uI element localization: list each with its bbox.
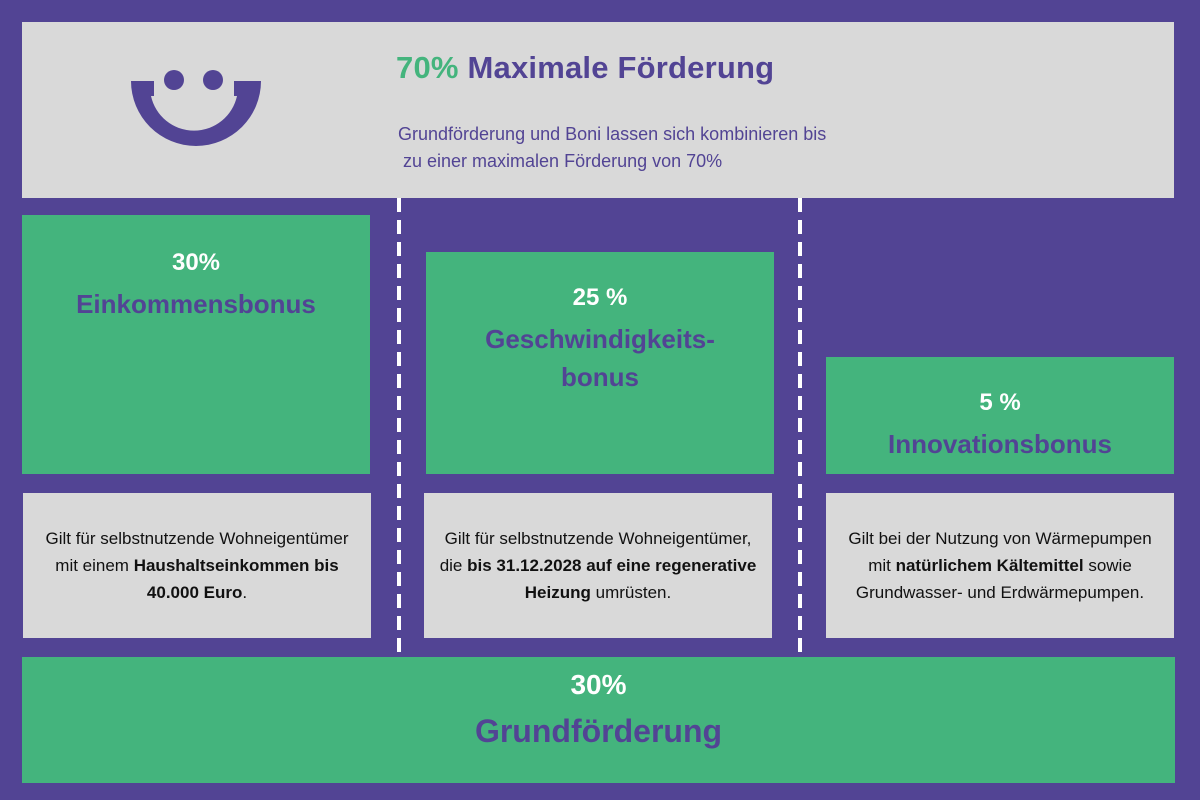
- subtitle-line-2: zu einer maximalen Förderung von 70%: [398, 151, 723, 171]
- bonus-percent: 30%: [171, 249, 221, 276]
- header-panel: [22, 22, 1174, 198]
- geschwindigkeitsbonus-card: 25 % Geschwindigkeits- bonus: [426, 252, 774, 474]
- title-text: Maximale Förderung: [467, 50, 775, 85]
- innovationsbonus-card: 5 % Innovationsbonus: [826, 357, 1174, 474]
- base-name: Grundförderung: [474, 713, 723, 749]
- einkommensbonus-card: 30% Einkommensbonus: [22, 215, 370, 474]
- description-text: Gilt für selbstnutzende Wohneigentümer, …: [439, 529, 752, 575]
- description-bold: bis 31.12.2028 auf eine regenerative Hei…: [467, 556, 757, 602]
- bonus-name-line-1: Geschwindigkeits-: [485, 324, 715, 354]
- einkommensbonus-description: Gilt für selbstnutzende Wohneigentümer m…: [23, 493, 371, 638]
- bonus-name: Einkommensbonus: [76, 289, 316, 319]
- description-bold: Haushaltseinkommen bis 40.000 Euro: [133, 556, 339, 602]
- description-text-end: .: [242, 583, 248, 602]
- subtitle-line-1: Grundförderung und Boni lassen sich komb…: [398, 124, 827, 144]
- grundfoerderung-bar: 30% Grundförderung: [22, 657, 1175, 783]
- description-text: Gilt für selbstnutzende Wohneigentümer m…: [45, 529, 349, 575]
- smiley-face-icon: [131, 70, 261, 146]
- description-bold: natürlichem Kältemittel: [895, 556, 1084, 575]
- page-title: 70% Maximale Förderung: [396, 50, 774, 86]
- description-text-end: umrüsten.: [590, 583, 672, 602]
- bonus-percent: 25 %: [572, 284, 628, 311]
- geschwindigkeitsbonus-description: Gilt für selbstnutzende Wohneigentümer, …: [424, 493, 772, 638]
- subtitle: Grundförderung und Boni lassen sich komb…: [398, 121, 826, 175]
- description-text-end: sowie Grundwasser- und Erdwärmepumpen.: [855, 556, 1145, 602]
- dashed-divider-left: [397, 198, 401, 657]
- dashed-divider-right: [798, 198, 802, 657]
- bonus-name: Innovationsbonus: [888, 429, 1112, 459]
- bonus-percent: 5 %: [979, 389, 1021, 416]
- innovationsbonus-description: Gilt bei der Nutzung von Wärmepumpen mit…: [826, 493, 1174, 638]
- description-text: Gilt bei der Nutzung von Wärmepumpen mit: [848, 529, 1152, 575]
- title-percent: 70%: [396, 50, 459, 85]
- bonus-name-line-2: bonus: [561, 362, 639, 392]
- base-percent: 30%: [570, 669, 627, 700]
